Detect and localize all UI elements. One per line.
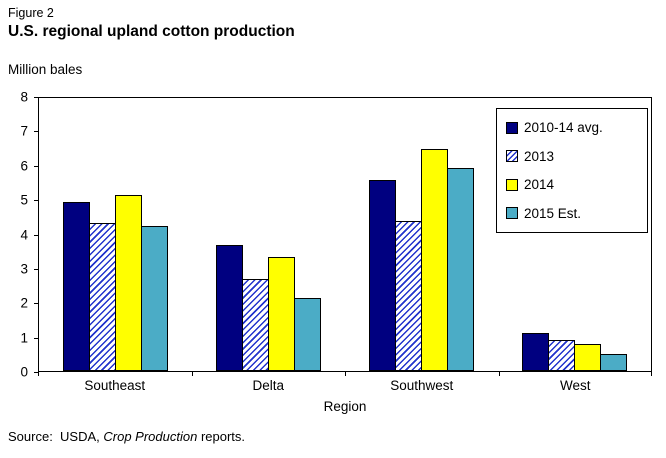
y-tick-label-1: 1: [20, 330, 28, 346]
bar-2013-west: [548, 340, 575, 371]
bar-2014-west: [574, 343, 601, 371]
x-tick-label-delta: Delta: [252, 378, 284, 393]
x-tick-mark: [651, 372, 652, 376]
y-tick-mark: [34, 337, 38, 339]
y-tick-label-5: 5: [20, 192, 28, 208]
legend-entry-2010-14-avg: 2010-14 avg.: [506, 121, 638, 135]
x-tick-label-southeast: Southeast: [84, 378, 146, 393]
legend-swatch-2015-est: [506, 207, 518, 220]
bar-2010-14-avg-delta: [216, 244, 243, 371]
bar-2010-14-avg-west: [522, 333, 549, 371]
bar-2014-southeast: [115, 195, 142, 371]
x-tick-mark: [498, 372, 500, 376]
legend-label: 2014: [524, 177, 555, 192]
x-tick-mark: [345, 372, 346, 376]
x-tick-mark: [191, 372, 193, 376]
y-tick-label-6: 6: [20, 158, 28, 174]
source-publication: Crop Production: [103, 429, 198, 444]
bar-2015-est-southwest: [447, 167, 474, 371]
bar-2013-delta: [242, 278, 269, 371]
x-axis-tick-marks: [38, 372, 652, 377]
figure-title: U.S. regional upland cotton production: [8, 23, 295, 40]
legend-label: 2015 Est.: [524, 205, 582, 221]
legend: 2010-14 avg. 2013 2014 2015 Est.: [496, 108, 648, 233]
legend-label: 2010-14 avg.: [524, 120, 603, 135]
source-note: Source: USDA, Crop Production reports.: [8, 429, 245, 444]
x-axis-tick-labels: Southeast Delta Southwest West: [38, 378, 652, 393]
bar-2014-southwest: [421, 149, 448, 371]
legend-entry-2015-est: 2015 Est.: [506, 205, 638, 221]
y-tick-mark: [34, 303, 38, 305]
legend-swatch-2014: [506, 178, 518, 191]
legend-entry-2014: 2014: [506, 178, 638, 192]
y-axis: 0 1 2 3 4 5 6 7 8: [0, 90, 38, 380]
legend-entry-2013: 2013: [506, 148, 638, 164]
figure-label: Figure 2: [8, 6, 54, 20]
y-tick-mark: [34, 97, 38, 98]
bar-group-southwest: [345, 98, 498, 371]
bar-2014-delta: [268, 256, 295, 371]
bar-group-southeast: [39, 98, 192, 371]
y-tick-mark: [34, 372, 38, 373]
y-tick-mark: [34, 268, 38, 270]
bar-2010-14-avg-southwest: [369, 179, 396, 371]
x-tick-label-southwest: Southwest: [390, 378, 454, 393]
y-tick-mark: [34, 234, 38, 236]
y-tick-label-2: 2: [20, 295, 28, 311]
x-tick-label-west: West: [559, 378, 591, 393]
y-tick-label-3: 3: [20, 261, 28, 277]
y-tick-mark: [34, 165, 38, 167]
bar-2015-est-southeast: [141, 225, 168, 371]
source-suffix: reports.: [197, 429, 246, 444]
plot-area: 2010-14 avg. 2013 2014 2015 Est.: [38, 97, 652, 372]
y-tick-label-4: 4: [20, 227, 28, 242]
bar-group-delta: [192, 98, 345, 371]
y-axis-title: Million bales: [8, 62, 83, 77]
x-axis-title: Region: [323, 399, 367, 414]
legend-swatch-2010-14-avg: [506, 121, 518, 134]
y-tick-mark: [34, 131, 38, 133]
x-tick-mark: [38, 372, 39, 376]
bar-2013-southeast: [89, 222, 116, 371]
bar-2010-14-avg-southeast: [63, 202, 90, 371]
bar-2015-est-delta: [294, 297, 321, 371]
y-tick-mark: [34, 200, 38, 202]
y-tick-label-7: 7: [20, 123, 28, 139]
y-tick-label-8: 8: [20, 89, 28, 105]
source-prefix: Source: USDA,: [8, 429, 104, 444]
legend-label: 2013: [524, 148, 555, 164]
legend-swatch-2013: [506, 150, 518, 163]
bar-2015-est-west: [600, 353, 627, 371]
bar-group-west: [498, 98, 651, 371]
bar-2013-southwest: [395, 220, 422, 371]
y-tick-label-0: 0: [20, 364, 28, 380]
bar-groups: [39, 98, 651, 371]
